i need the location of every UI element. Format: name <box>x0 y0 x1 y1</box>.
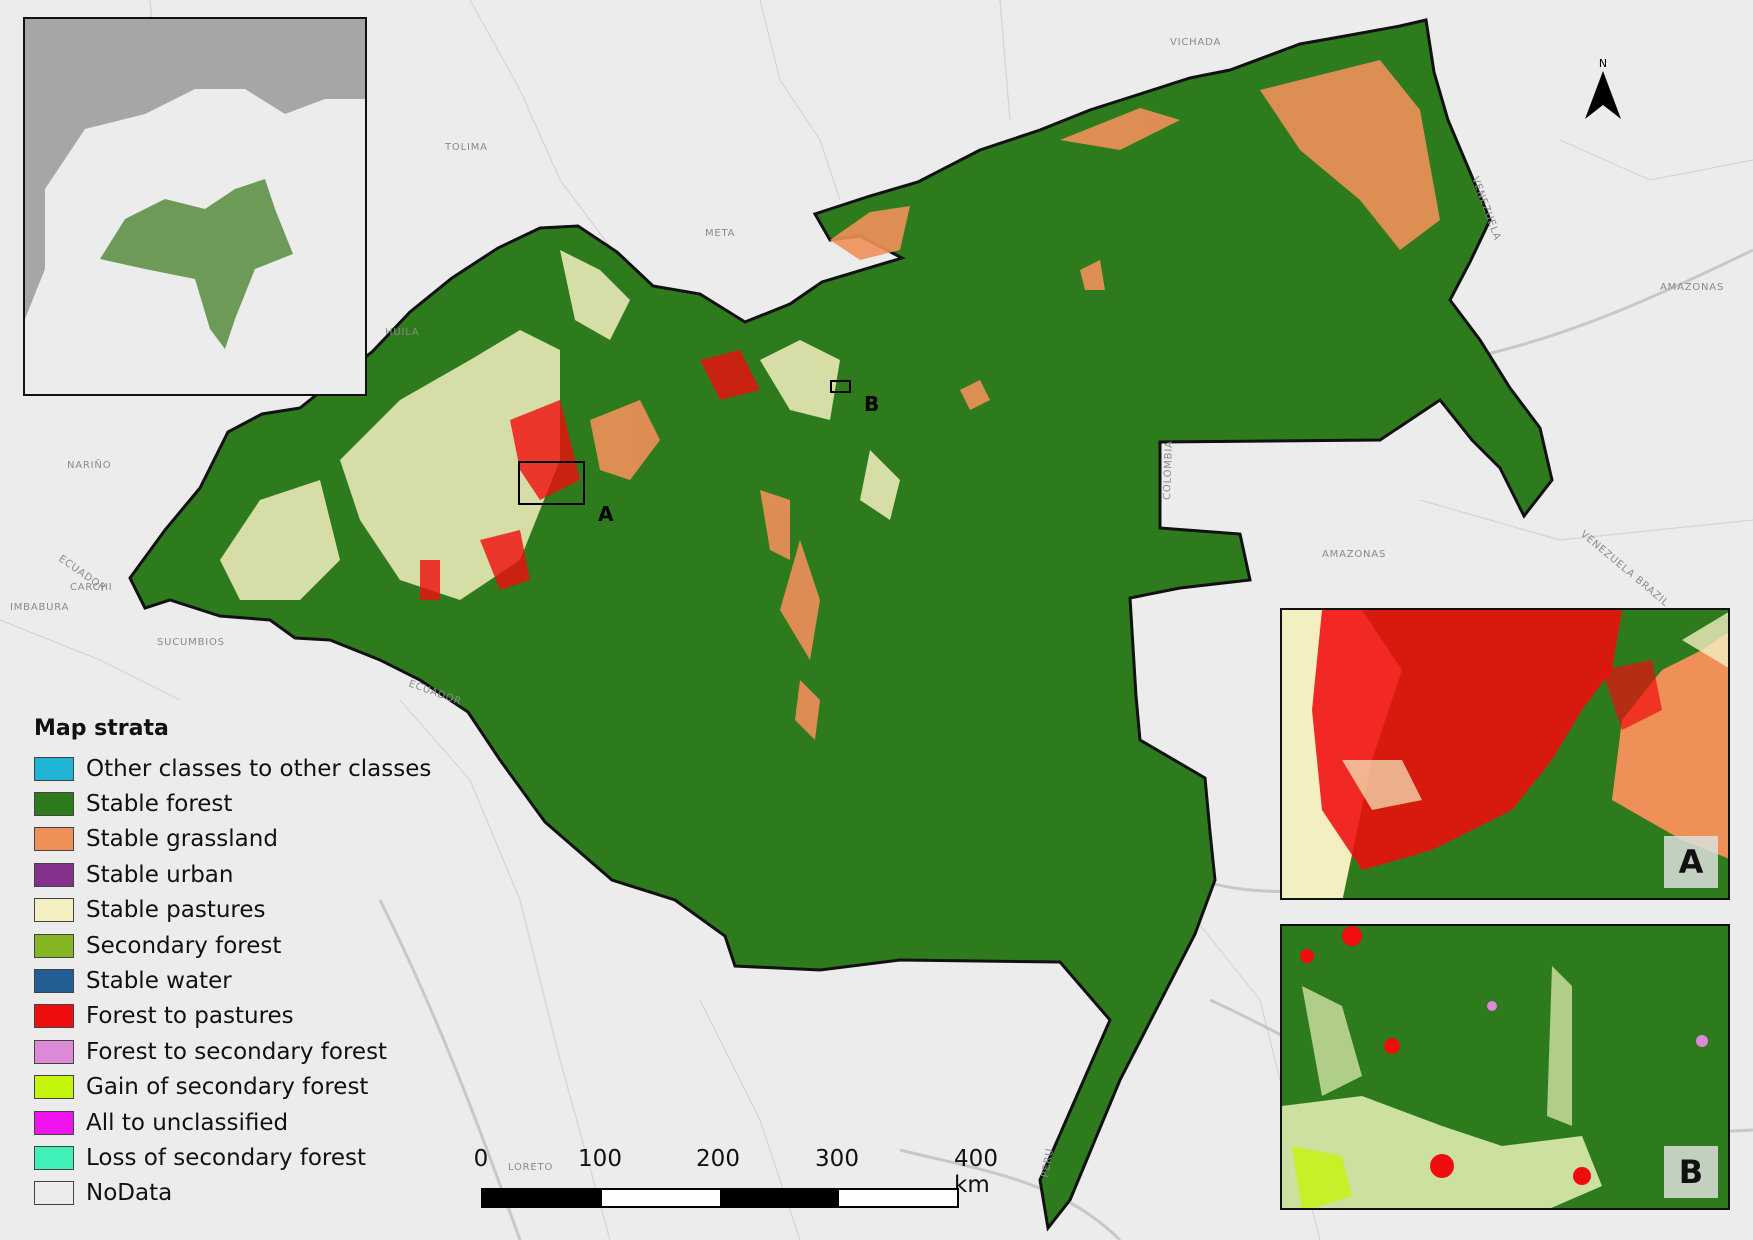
detail-inset-a: A <box>1280 608 1730 900</box>
legend-item: Gain of secondary forest <box>34 1070 454 1105</box>
legend-swatch <box>34 1181 74 1206</box>
scale-segment <box>720 1190 839 1206</box>
label-amazonas-east: AMAZONAS <box>1660 282 1724 293</box>
label-carchi: CARCHI <box>70 582 113 593</box>
label-huila: HUILA <box>385 327 419 338</box>
detail-a-letter: A <box>1664 836 1718 888</box>
scale-label-100: 100 <box>578 1146 622 1172</box>
legend-item: Loss of secondary forest <box>34 1140 454 1175</box>
legend-swatch <box>34 1145 74 1170</box>
grassland-region <box>590 60 1440 740</box>
legend-label: Forest to secondary forest <box>86 1038 388 1065</box>
scale-segment <box>838 1190 957 1206</box>
label-peru: PERU <box>1040 1147 1056 1178</box>
label-meta: META <box>705 228 735 239</box>
detail-b-map <box>1282 926 1728 1208</box>
legend-item: Stable urban <box>34 857 454 892</box>
site-b-label: B <box>864 392 880 416</box>
site-a-label: A <box>598 502 614 526</box>
scale-label-300: 300 <box>815 1146 859 1172</box>
site-a-box <box>518 461 585 505</box>
label-amazonas-south: AMAZONAS <box>1322 549 1386 560</box>
legend-label: Stable grassland <box>86 826 278 853</box>
legend-label: Gain of secondary forest <box>86 1074 369 1101</box>
legend-swatch <box>34 1110 74 1135</box>
legend-swatch <box>34 969 74 994</box>
legend-item: Stable forest <box>34 786 454 821</box>
north-arrow-icon: N <box>1580 55 1626 125</box>
legend-swatch <box>34 862 74 887</box>
label-venezuela-brazil: VENEZUELA BRAZIL <box>1578 529 1671 609</box>
site-b-box <box>830 380 851 393</box>
scale-segment <box>601 1190 720 1206</box>
pastures-region <box>220 250 900 600</box>
deforestation-region <box>420 350 760 600</box>
legend-label: Secondary forest <box>86 932 282 959</box>
legend-swatch <box>34 1075 74 1100</box>
label-colombia: COLOMBIA <box>1162 440 1175 500</box>
legend-items: Other classes to other classes Stable fo… <box>34 751 454 1211</box>
legend-label: Stable forest <box>86 791 233 818</box>
label-imbabura: IMBABURA <box>10 602 69 613</box>
detail-b-letter: B <box>1664 1146 1718 1198</box>
scale-track <box>481 1188 959 1208</box>
scale-label-400: 400 km <box>954 1146 998 1198</box>
legend-label: All to unclassified <box>86 1109 289 1136</box>
legend-swatch <box>34 827 74 852</box>
legend-label: Other classes to other classes <box>86 755 432 782</box>
label-narino: NARIÑO <box>67 458 111 471</box>
legend-label: Forest to pastures <box>86 1003 294 1030</box>
north-label: N <box>1599 57 1607 70</box>
label-tolima: TOLIMA <box>444 142 488 153</box>
legend-item: Forest to secondary forest <box>34 1034 454 1069</box>
locator-inset <box>23 17 367 396</box>
detail-inset-b: B <box>1280 924 1730 1210</box>
legend-swatch <box>34 792 74 817</box>
label-vichada: VICHADA <box>1170 37 1221 48</box>
label-sucumbios: SUCUMBIOS <box>157 637 225 648</box>
legend-item: Stable pastures <box>34 893 454 928</box>
legend-swatch <box>34 898 74 923</box>
scale-segment <box>483 1190 602 1206</box>
legend-item: Stable grassland <box>34 822 454 857</box>
legend-item: Other classes to other classes <box>34 751 454 786</box>
legend-item: Secondary forest <box>34 928 454 963</box>
legend-swatch <box>34 1004 74 1029</box>
legend-label: Stable water <box>86 968 232 995</box>
legend-swatch <box>34 933 74 958</box>
legend-item: Stable water <box>34 963 454 998</box>
study-area-outline <box>128 18 1554 1232</box>
label-loreto: LORETO <box>508 1162 553 1173</box>
scale-label-0: 0 <box>473 1146 489 1172</box>
legend-swatch <box>34 756 74 781</box>
legend-title: Map strata <box>34 716 169 741</box>
legend-swatch <box>34 1039 74 1064</box>
locator-sea <box>25 19 365 319</box>
legend-item: Forest to pastures <box>34 999 454 1034</box>
legend-label: Stable urban <box>86 861 234 888</box>
locator-map <box>25 19 365 394</box>
scale-label-200: 200 <box>696 1146 740 1172</box>
legend-label: NoData <box>86 1180 173 1207</box>
detail-a-map <box>1282 610 1728 898</box>
legend-item: NoData <box>34 1176 454 1211</box>
legend: Map strata Other classes to other classe… <box>34 716 454 1211</box>
legend-label: Loss of secondary forest <box>86 1144 367 1171</box>
legend-label: Stable pastures <box>86 897 266 924</box>
legend-item: All to unclassified <box>34 1105 454 1140</box>
locator-highlight <box>100 179 293 349</box>
